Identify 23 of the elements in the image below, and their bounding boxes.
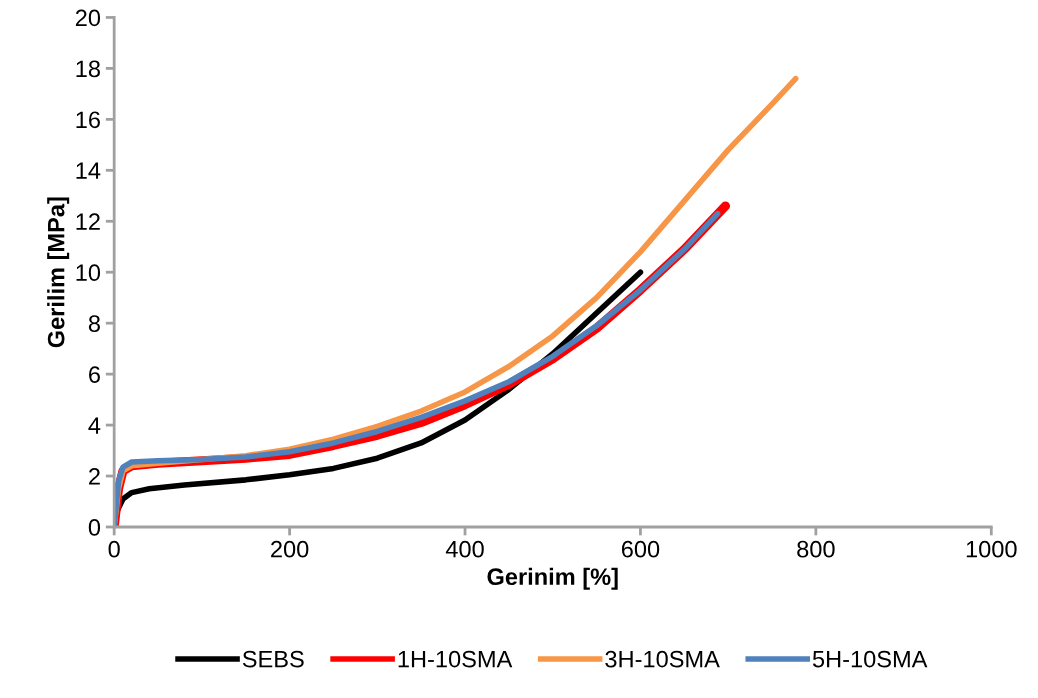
legend-label: SEBS bbox=[242, 650, 304, 668]
x-tick-label: 600 bbox=[621, 540, 660, 558]
legend-label: 5H-10SMA bbox=[812, 650, 928, 668]
y-tick-label: 0 bbox=[88, 519, 101, 536]
y-tick-label: 2 bbox=[89, 468, 100, 485]
x-tick-label: 400 bbox=[445, 540, 484, 558]
y-tick-label: 20 bbox=[75, 9, 101, 27]
y-tick-label: 10 bbox=[76, 264, 101, 282]
y-tick-label: 16 bbox=[76, 111, 100, 129]
y-tick-label: 12 bbox=[76, 213, 100, 230]
x-tick-label: 200 bbox=[271, 540, 309, 558]
y-tick-label: 8 bbox=[88, 315, 100, 332]
x-tick-label: 800 bbox=[797, 540, 835, 558]
legend-label: 3H-10SMA bbox=[605, 650, 720, 668]
x-tick-label: 1000 bbox=[966, 540, 1017, 558]
y-axis-title: Gerilim [MPa] bbox=[47, 197, 70, 348]
y-tick-label: 6 bbox=[89, 366, 100, 383]
y-tick-label: 14 bbox=[76, 162, 101, 179]
x-tick-label: 0 bbox=[108, 540, 120, 558]
legend-label: 1H-10SMA bbox=[398, 650, 513, 668]
y-tick-label: 18 bbox=[76, 60, 100, 78]
y-tick-label: 4 bbox=[88, 417, 101, 434]
x-axis-title: Gerinim [%] bbox=[487, 567, 618, 590]
